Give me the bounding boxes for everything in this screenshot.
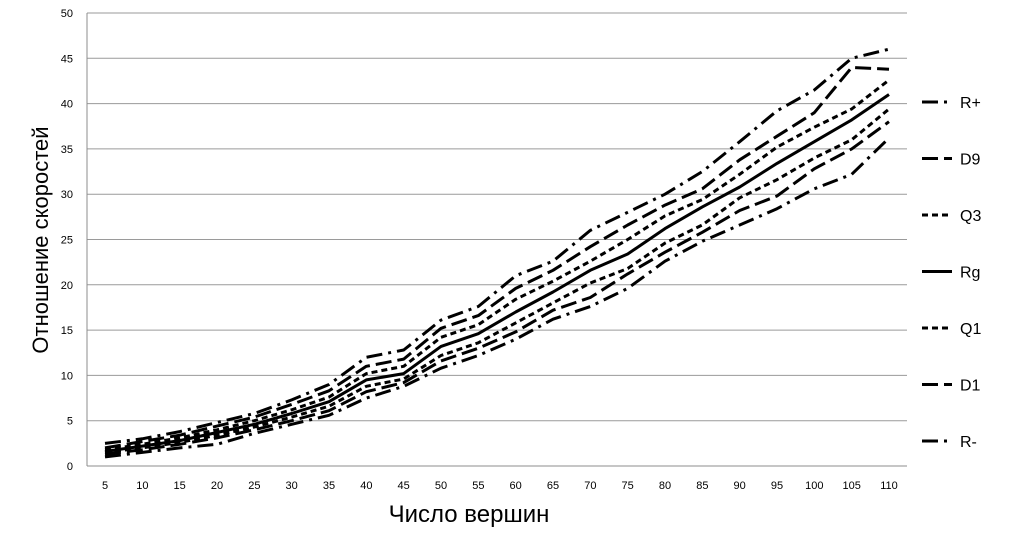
series-line-D9	[104, 65, 890, 450]
x-tick-label: 55	[472, 480, 484, 492]
y-tick-label: 10	[61, 370, 73, 382]
y-tick-label: 25	[61, 235, 73, 247]
x-tick-label: 80	[659, 480, 671, 492]
x-tick-label: 10	[136, 480, 148, 492]
x-tick-label: 75	[622, 480, 634, 492]
x-tick-label: 50	[435, 480, 447, 492]
y-tick-label: 0	[67, 461, 73, 473]
x-tick-label: 45	[398, 480, 410, 492]
y-axis-title: Отношение скоростей	[28, 126, 53, 353]
legend-label: R+	[960, 95, 981, 112]
x-axis-title: Число вершин	[389, 501, 550, 528]
x-tick-label: 100	[805, 480, 823, 492]
x-tick-label: 30	[286, 480, 298, 492]
x-tick-label: 90	[734, 480, 746, 492]
y-tick-label: 35	[61, 144, 73, 156]
legend-label: Q1	[960, 321, 981, 338]
series-line-R-	[104, 136, 891, 459]
x-tick-label: 25	[248, 480, 260, 492]
legend-label: D9	[960, 152, 981, 169]
legend-label: Rg	[960, 265, 980, 282]
x-tick-label: 5	[102, 480, 108, 492]
y-tick-label: 15	[61, 325, 73, 337]
x-tick-label: 95	[771, 480, 783, 492]
x-tick-label: 60	[510, 480, 522, 492]
x-tick-labels: 5 10 15 20 25 30 35 40 45 50 55 60 65 70 75 80 85 90 95 100…	[102, 480, 898, 492]
x-tick-label: 35	[323, 480, 335, 492]
y-tick-label: 20	[61, 280, 73, 292]
x-tick-label: 110	[880, 480, 898, 492]
y-tick-label: 50	[61, 8, 73, 20]
x-tick-label: 70	[584, 480, 596, 492]
y-tick-labels: 0 5 10 15 20 25 30 35 40 45 50	[61, 8, 73, 473]
series-line-Q3	[104, 78, 890, 452]
y-tick-label: 40	[61, 99, 73, 111]
y-tick-label: 30	[61, 189, 73, 201]
legend: R+ D9 Q3 Rg Q1 D1 R-	[922, 95, 981, 451]
series-lines	[104, 47, 891, 459]
x-tick-label: 105	[842, 480, 860, 492]
series-line-Rg	[104, 93, 890, 453]
series-line-Q1	[104, 107, 890, 454]
y-tick-label: 5	[67, 416, 73, 428]
legend-label: R-	[960, 434, 977, 451]
x-tick-label: 85	[696, 480, 708, 492]
gridlines	[86, 12, 907, 467]
x-tick-label: 65	[547, 480, 559, 492]
series-line-R+	[104, 47, 890, 445]
legend-label: Q3	[960, 208, 981, 225]
x-tick-label: 15	[174, 480, 186, 492]
series-line-D1	[104, 120, 890, 456]
legend-label: D1	[960, 378, 981, 395]
x-tick-label: 20	[211, 480, 223, 492]
x-tick-label: 40	[360, 480, 372, 492]
y-tick-label: 45	[61, 53, 73, 65]
